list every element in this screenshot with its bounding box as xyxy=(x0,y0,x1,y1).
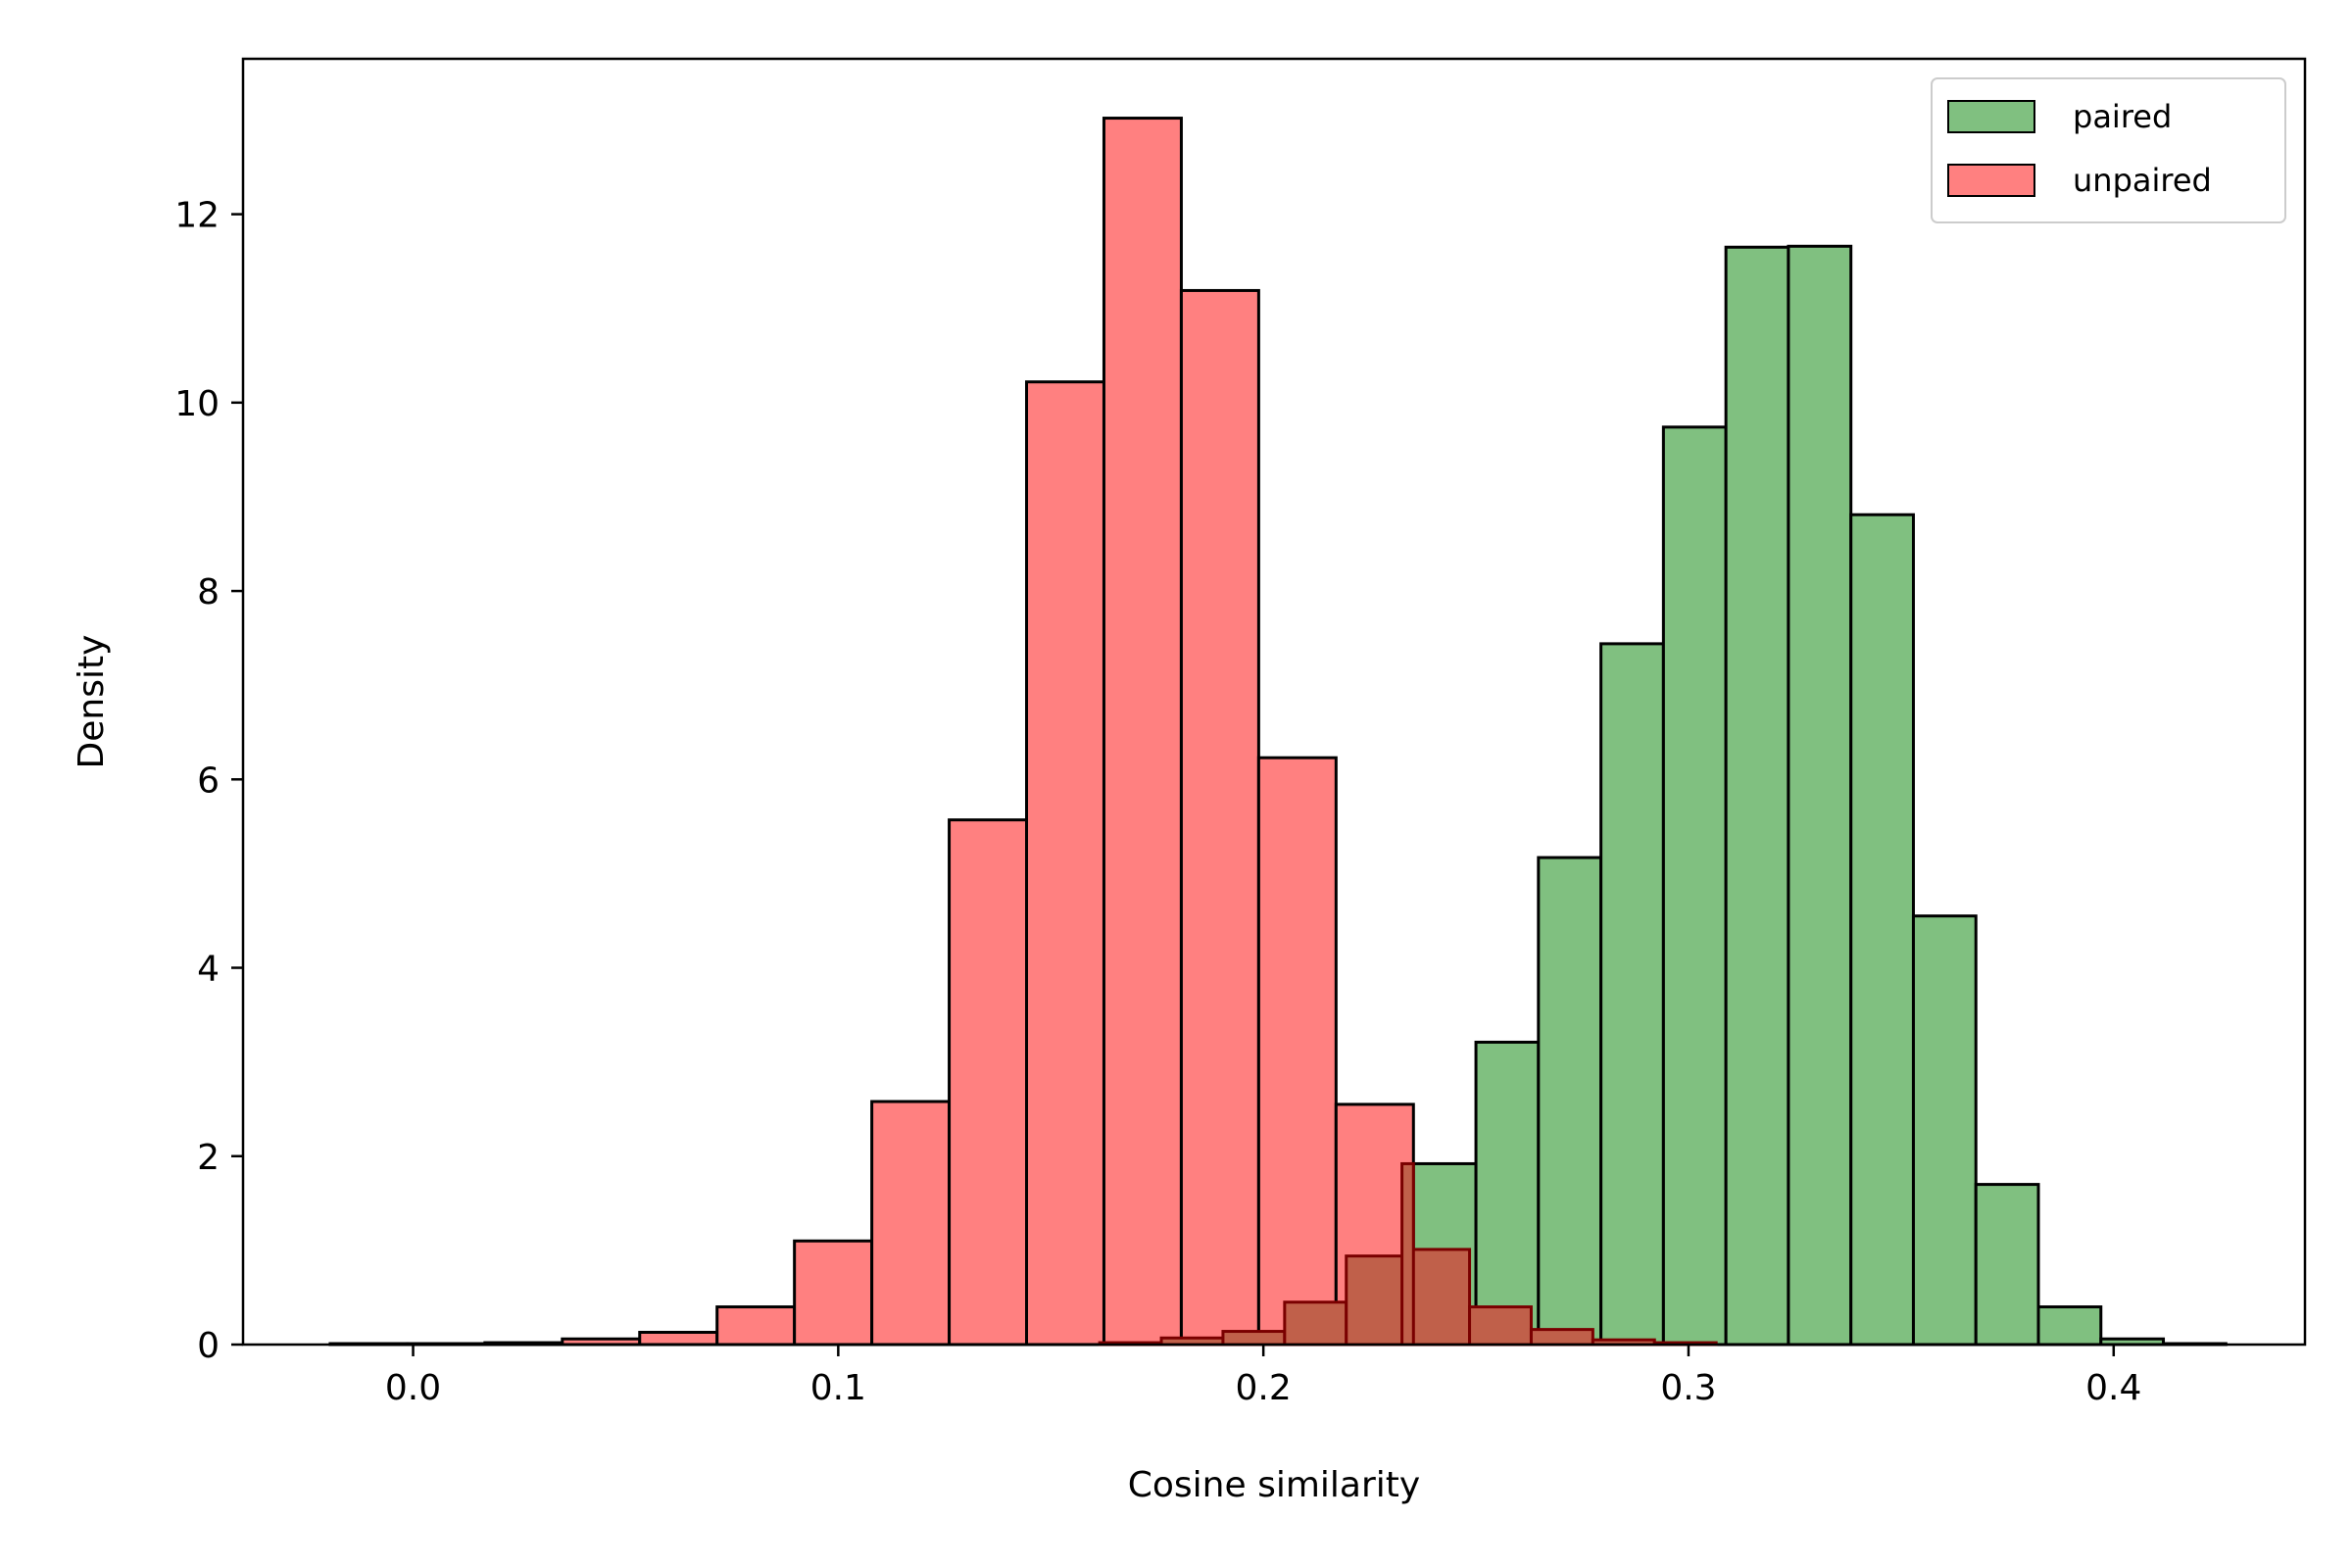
x-axis-ticks: 0.0 0.1 0.2 0.3 0.4 xyxy=(385,1345,2141,1408)
paired-bar xyxy=(1849,513,1915,1347)
y-tick-label: 8 xyxy=(197,572,220,612)
legend: paired unpaired xyxy=(1931,77,2286,223)
paired-bar xyxy=(1911,914,1978,1347)
legend-label-paired: paired xyxy=(2073,98,2172,135)
legend-swatch-paired xyxy=(1947,100,2035,133)
unpaired-bar xyxy=(948,818,1029,1347)
paired-bar xyxy=(1974,1183,2040,1347)
overlap-bar xyxy=(1283,1300,1348,1347)
x-tick-label: 0.0 xyxy=(385,1368,441,1408)
unpaired-bar xyxy=(1179,288,1260,1347)
x-tick-label: 0.4 xyxy=(2085,1368,2141,1408)
legend-swatch-unpaired xyxy=(1947,164,2035,197)
y-tick-label: 4 xyxy=(197,950,220,990)
paired-bar xyxy=(1599,642,1665,1347)
y-tick-label: 10 xyxy=(174,384,220,424)
unpaired-bar xyxy=(870,1100,952,1347)
x-tick-label: 0.1 xyxy=(810,1368,866,1408)
unpaired-bar xyxy=(793,1239,874,1347)
overlap-bar xyxy=(1345,1254,1410,1347)
bars-layer xyxy=(328,117,2228,1347)
legend-label-unpaired: unpaired xyxy=(2073,162,2212,199)
overlap-bar xyxy=(1529,1328,1594,1347)
unpaired-bar xyxy=(1025,380,1105,1347)
x-tick-label: 0.3 xyxy=(1660,1368,1716,1408)
unpaired-bar xyxy=(1256,756,1338,1347)
paired-bar xyxy=(1787,244,1853,1347)
unpaired-bar xyxy=(638,1331,719,1347)
y-tick-label: 0 xyxy=(197,1326,220,1366)
overlap-bar xyxy=(1221,1330,1287,1347)
x-tick-label: 0.2 xyxy=(1236,1368,1292,1408)
axes-frame xyxy=(241,57,2307,1347)
overlap-bar xyxy=(1406,1248,1472,1347)
paired-bar xyxy=(1661,425,1728,1347)
paired-bar xyxy=(1474,1040,1541,1347)
unpaired-bar xyxy=(1102,117,1183,1347)
paired-bar xyxy=(2036,1305,2103,1347)
overlap-bar xyxy=(1400,1161,1415,1347)
y-axis-label: Density xyxy=(72,635,112,769)
x-axis-label: Cosine similarity xyxy=(1128,1465,1420,1505)
paired-bar xyxy=(1537,856,1603,1347)
paired-bar xyxy=(1724,245,1790,1347)
y-axis-ticks: 0 2 4 6 8 10 12 xyxy=(174,196,243,1366)
y-tick-label: 2 xyxy=(197,1138,220,1178)
y-tick-label: 12 xyxy=(174,196,220,236)
unpaired-bar xyxy=(715,1305,797,1347)
overlap-bar xyxy=(1468,1305,1533,1347)
y-tick-label: 6 xyxy=(197,760,220,801)
